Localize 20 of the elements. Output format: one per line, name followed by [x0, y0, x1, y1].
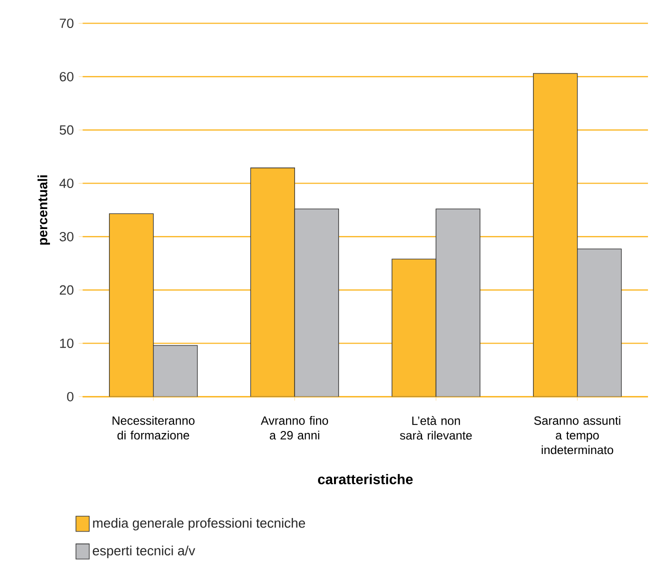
bar: [153, 345, 198, 397]
x-tick-label: L’età non sarà rilevante: [400, 416, 472, 440]
y-tick-label: 20: [60, 285, 74, 295]
y-tick-label: 10: [60, 338, 74, 348]
y-tick-label: 70: [60, 18, 74, 28]
y-tick-label: 60: [60, 72, 74, 82]
y-axis-title: percentuali: [38, 175, 50, 245]
bar: [436, 208, 480, 397]
y-tick-label: 0: [67, 392, 74, 402]
bar: [294, 208, 340, 397]
x-tick-label: Saranno assunti a tempo indeterminato: [534, 416, 620, 454]
y-tick-label: 30: [60, 232, 74, 242]
legend-label: esperti tecnici a/v: [92, 546, 196, 558]
x-axis-title: caratteristiche: [318, 474, 413, 484]
x-tick-label: Necessiteranno di formazione: [112, 416, 195, 440]
y-tick-label: 40: [59, 178, 74, 188]
y-tick-label: 50: [60, 125, 74, 135]
legend-label: media generale professioni tecniche: [93, 518, 306, 530]
x-tick-label: Avranno fino a 29 anni: [260, 416, 328, 440]
bar: [577, 248, 622, 397]
